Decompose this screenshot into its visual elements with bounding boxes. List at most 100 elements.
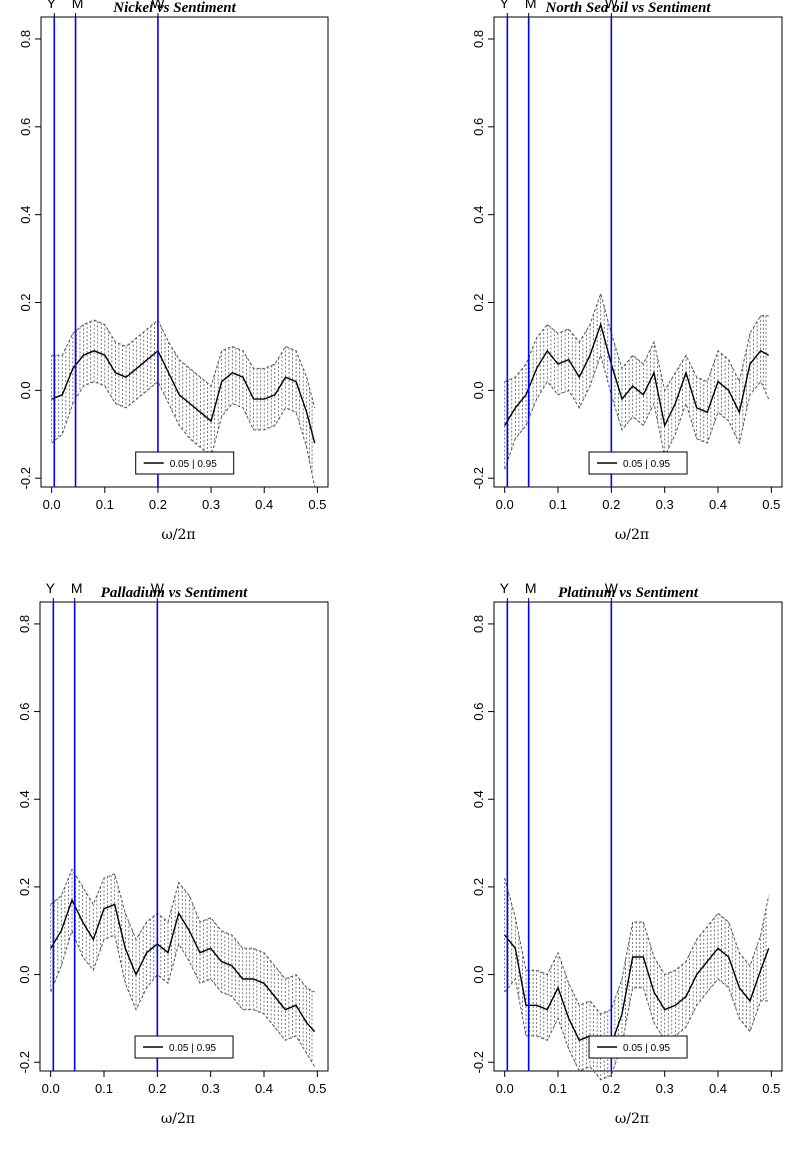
x-axis-label: ω/2π [161,527,195,543]
y-tick-label: 0.8 [471,615,486,633]
x-tick-label: 0.1 [549,1081,567,1096]
x-tick-label: 0.0 [43,497,61,512]
y-tick-label: 0.2 [471,878,486,896]
x-tick-label: 0.5 [308,497,326,512]
marker-label: M [72,0,84,11]
marker-label: Y [500,0,510,11]
y-tick-label: 0.2 [471,293,486,311]
marker-label: W [605,0,619,11]
legend-box [135,451,235,475]
x-axis-label: ω/2π [615,1111,649,1127]
plot-frame [40,16,329,488]
x-tick-label: 0.0 [496,1081,514,1096]
legend-box [588,1035,688,1059]
y-tick-label: 0.2 [17,878,32,896]
y-tick-label: 0.8 [17,615,32,633]
y-tick-label: -0.2 [17,1051,32,1073]
y-tick-label: 0.6 [471,118,486,136]
y-tick-label: 0.8 [471,30,486,48]
x-tick-label: 0.1 [96,497,114,512]
chart-title: Palladium vs Sentiment [101,585,249,601]
x-tick-label: 0.5 [762,1081,780,1096]
chart-panel-2: North Sea oil vs Sentiment -0.2 0.0 0.2 0.4 0… [471,0,783,543]
x-tick-label: 0.1 [549,497,567,512]
x-tick-label: 0.4 [709,1081,727,1096]
estimate-line [504,934,770,1050]
x-tick-label: 0.2 [149,497,167,512]
plot-frame [39,601,329,1072]
lower-bound-line [504,977,769,1081]
estimate-line [51,349,316,444]
legend: 0.05 | 0.95 [134,1035,234,1059]
x-tick-label: 0.0 [496,497,514,512]
x-tick-label: 0.4 [255,497,273,512]
legend-label: 0.05 | 0.95 [170,459,218,470]
x-tick-label: 0.3 [202,497,220,512]
plot-frame [493,601,783,1072]
y-tick-label: 0.6 [17,703,32,721]
chart-title: Nickel vs Sentiment [112,0,236,16]
marker-label: Y [500,580,510,596]
legend-label: 0.05 | 0.95 [623,459,671,470]
x-tick-label: 0.0 [42,1081,60,1096]
y-tick-label: 0.8 [18,30,33,48]
estimate-line [50,898,316,1033]
lower-bound-line [50,929,316,1067]
y-tick-label: -0.2 [18,467,33,489]
y-tick-label: 0.0 [17,966,32,984]
upper-bound-line [504,291,769,392]
marker-label: M [525,0,537,11]
y-tick-label: 0.0 [471,966,486,984]
y-tick-label: 0.4 [471,790,486,808]
chart-panel-1: Nickel vs Sentiment -0.2 0.0 0.2 0.4 0.6 0.8 0.… [18,0,329,543]
chart-title: North Sea oil vs Sentiment [544,0,711,16]
upper-bound-line [50,868,315,993]
upper-bound-line [51,319,316,409]
legend: 0.05 | 0.95 [588,451,688,475]
marker-label: M [71,580,83,596]
chart-title: Platinum vs Sentiment [558,585,699,601]
x-tick-label: 0.3 [656,497,674,512]
x-tick-label: 0.2 [148,1081,166,1096]
x-axis-label: ω/2π [161,1111,195,1127]
y-tick-label: 0.0 [471,381,486,399]
legend: 0.05 | 0.95 [588,1035,688,1059]
legend-box [588,451,688,475]
legend-label: 0.05 | 0.95 [169,1043,217,1054]
y-tick-label: 0.6 [471,703,486,721]
upper-bound-line [504,877,770,1015]
legend-box [134,1035,234,1059]
x-tick-label: 0.2 [602,1081,620,1096]
x-tick-label: 0.4 [255,1081,273,1096]
y-tick-label: 0.0 [18,381,33,399]
y-tick-label: 0.4 [18,206,33,224]
chart-panel-4: Platinum vs Sentiment -0.2 0.0 0.2 0.4 0.6 0.8… [471,580,783,1127]
marker-label: W [605,580,619,596]
y-tick-label: -0.2 [471,467,486,489]
marker-label: Y [46,580,56,596]
x-tick-label: 0.2 [602,497,620,512]
y-tick-label: -0.2 [471,1051,486,1073]
marker-label: W [151,0,165,11]
lower-bound-line [51,380,316,488]
marker-label: Y [47,0,57,11]
x-tick-label: 0.5 [308,1081,326,1096]
x-tick-label: 0.4 [709,497,727,512]
legend: 0.05 | 0.95 [135,451,235,475]
marker-label: M [525,580,537,596]
x-tick-label: 0.3 [202,1081,220,1096]
x-axis-label: ω/2π [615,527,649,543]
y-tick-label: 0.2 [18,293,33,311]
plot-frame [493,16,783,488]
marker-label: W [151,580,165,596]
estimate-line [504,322,770,428]
x-tick-label: 0.5 [762,497,780,512]
y-tick-label: 0.6 [18,118,33,136]
x-tick-label: 0.3 [656,1081,674,1096]
x-tick-label: 0.1 [95,1081,113,1096]
chart-panel-3: Palladium vs Sentiment -0.2 0.0 0.2 0.4 0.6 0.… [17,580,329,1127]
lower-bound-line [504,353,770,470]
legend-label: 0.05 | 0.95 [623,1043,671,1054]
